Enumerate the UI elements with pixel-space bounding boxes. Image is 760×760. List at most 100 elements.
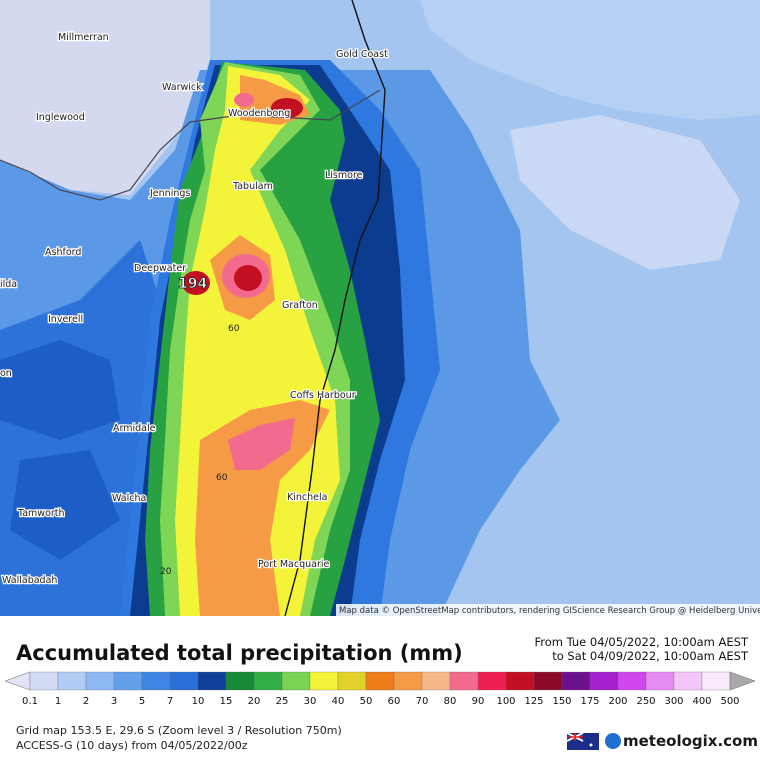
- period-from: From Tue 04/05/2022, 10:00am AEST: [534, 635, 749, 649]
- colorbar-label: 200: [608, 696, 627, 707]
- place-label: on: [0, 368, 12, 379]
- colorbar-bin: [393, 671, 423, 691]
- place-label: Kinchela: [287, 492, 327, 503]
- place-label: Tabulam: [232, 181, 273, 192]
- place-label: Coffs Harbour: [290, 390, 356, 401]
- colorbar-label: 1: [55, 696, 61, 707]
- rain-area: [234, 93, 254, 107]
- contour-label: 60: [228, 324, 240, 334]
- colorbar-bin: [673, 671, 703, 691]
- colorbar-bin: [477, 671, 507, 691]
- rain-area: [0, 340, 120, 440]
- colorbar-bin: [449, 671, 479, 691]
- rain-area: [228, 418, 295, 470]
- footer-info: ACCESS-G (10 days) from 04/05/2022/00z: [16, 739, 248, 752]
- place-label: Woodenbong: [228, 108, 290, 119]
- colorbar-bin: [561, 671, 591, 691]
- rain-area: [10, 450, 120, 560]
- colorbar-bin: [253, 671, 283, 691]
- colorbar-label: 500: [720, 696, 739, 707]
- colorbar-label: 175: [580, 696, 599, 707]
- colorbar: 0.1 1 2 3 5 7 10 15 20 25 30 40 50 60 70 80 90 100 125 150 1…: [4, 671, 756, 707]
- colorbar-label: 400: [692, 696, 711, 707]
- colorbar-under: [4, 671, 31, 691]
- rain-area: [0, 0, 210, 195]
- contour-label: 20: [160, 567, 172, 577]
- colorbar-label: 40: [332, 696, 345, 707]
- places: Millmerran Gold Coast Warwick Inglewood …: [0, 31, 389, 588]
- colorbar-bin: [29, 671, 59, 691]
- place-label: Walcha: [112, 493, 146, 504]
- colorbar-bin: [421, 671, 451, 691]
- rain-area: [271, 98, 303, 118]
- legend-title: Accumulated total precipitation (mm): [16, 641, 463, 665]
- colorbar-label: 30: [304, 696, 317, 707]
- colorbar-label: 80: [444, 696, 457, 707]
- colorbar-label: 3: [111, 696, 117, 707]
- place-label: Jennings: [149, 188, 190, 199]
- colorbar-label: 7: [167, 696, 173, 707]
- map: Millmerran Gold Coast Warwick Inglewood …: [0, 0, 760, 617]
- brand[interactable]: meteologix.com: [623, 732, 758, 750]
- rain-area: [195, 400, 330, 616]
- colorbar-label: 20: [248, 696, 261, 707]
- colorbar-label: 5: [139, 696, 145, 707]
- colorbar-bin: [533, 671, 563, 691]
- coastline: [284, 0, 386, 617]
- colorbar-label: 90: [472, 696, 485, 707]
- colorbar-bin: [365, 671, 395, 691]
- contour-label: 194: [178, 276, 207, 292]
- colorbar-label: 25: [276, 696, 289, 707]
- colorbar-label: 15: [220, 696, 233, 707]
- colorbar-bin: [309, 671, 339, 691]
- place-label: Millmerran: [58, 32, 109, 43]
- place-label: Port Macquarie: [258, 559, 330, 570]
- place-label: Gold Coast: [336, 49, 388, 60]
- colorbar-bin: [701, 671, 731, 691]
- colorbar-bin: [57, 671, 87, 691]
- colorbar-bin: [589, 671, 619, 691]
- flag-cross: [567, 733, 583, 741]
- place-label: Inglewood: [36, 112, 85, 123]
- colorbar-label: 2: [83, 696, 89, 707]
- colorbar-label: 50: [360, 696, 373, 707]
- place-label: Armidale: [113, 423, 156, 434]
- colorbar-bin: [225, 671, 255, 691]
- colorbar-label: 10: [192, 696, 205, 707]
- place-label: Lismore: [325, 170, 363, 181]
- colorbar-bin: [85, 671, 115, 691]
- colorbar-bin: [281, 671, 311, 691]
- state-border: [0, 89, 381, 201]
- place-label: Warwick: [162, 82, 202, 93]
- colorbar-label: 70: [416, 696, 429, 707]
- brand-logo: [605, 733, 621, 749]
- colorbar-label: 250: [636, 696, 655, 707]
- flag-star: [589, 743, 593, 747]
- rain-area: [510, 115, 740, 270]
- colorbar-bin: [645, 671, 675, 691]
- colorbar-label: 300: [664, 696, 683, 707]
- period-to: to Sat 04/09/2022, 10:00am AEST: [552, 649, 749, 663]
- colorbar-bin: [113, 671, 143, 691]
- colorbar-bin: [505, 671, 535, 691]
- place-label: Wallabadah: [2, 575, 57, 586]
- rain-area: [234, 265, 262, 291]
- place-label: Deepwater: [134, 263, 186, 274]
- attribution: Map data © OpenStreetMap contributors, r…: [339, 606, 760, 616]
- place-label: Ashford: [45, 247, 81, 258]
- colorbar-bin: [169, 671, 199, 691]
- colorbar-label: 60: [388, 696, 401, 707]
- rain-area: [420, 0, 760, 120]
- colorbar-label: 100: [496, 696, 515, 707]
- footer-info: Grid map 153.5 E, 29.6 S (Zoom level 3 /…: [16, 724, 342, 737]
- colorbar-label: 125: [524, 696, 543, 707]
- colorbar-label: 0.1: [22, 696, 38, 707]
- colorbar-bin: [141, 671, 171, 691]
- place-label: Grafton: [282, 300, 318, 311]
- attribution-box: [336, 604, 760, 616]
- place-label: Inverell: [48, 314, 83, 325]
- place-label: ilda: [0, 279, 17, 290]
- colorbar-bin: [197, 671, 227, 691]
- flag: [566, 732, 599, 750]
